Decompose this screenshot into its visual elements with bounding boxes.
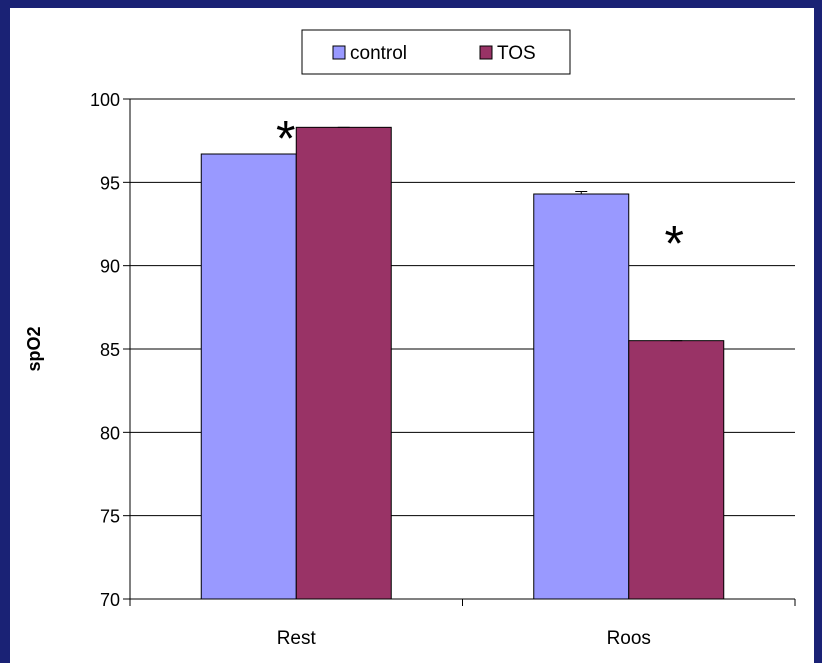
y-tick-label: 90 <box>100 257 120 277</box>
bar-control-roos <box>533 193 630 600</box>
y-tick-label: 80 <box>100 423 120 443</box>
significance-asterisk: * <box>276 110 295 166</box>
y-tick-label: 70 <box>100 590 120 610</box>
x-tick-label: Rest <box>277 628 317 649</box>
y-tick-label: 85 <box>100 340 120 360</box>
y-axis-label: spO2 <box>24 326 44 371</box>
y-tick-label: 100 <box>90 90 120 110</box>
legend-swatch-tos <box>479 45 493 60</box>
annotations: ** <box>276 110 684 271</box>
bar-tos-roos <box>628 340 725 600</box>
legend-box <box>301 29 571 75</box>
legend-label-control: control <box>350 43 407 64</box>
significance-asterisk: * <box>665 216 684 272</box>
bar-tos-rest <box>295 126 392 600</box>
axes: 70 75 80 85 90 95 100 Rest Roos <box>90 90 796 649</box>
legend: control TOS <box>301 29 571 75</box>
legend-swatch-control <box>332 45 346 60</box>
x-tick-label: Roos <box>607 628 651 649</box>
y-tick-label: 95 <box>100 173 120 193</box>
legend-label-tos: TOS <box>497 43 536 64</box>
bar-control-rest <box>200 153 297 600</box>
bars <box>200 126 725 600</box>
y-tick-label: 75 <box>100 507 120 527</box>
